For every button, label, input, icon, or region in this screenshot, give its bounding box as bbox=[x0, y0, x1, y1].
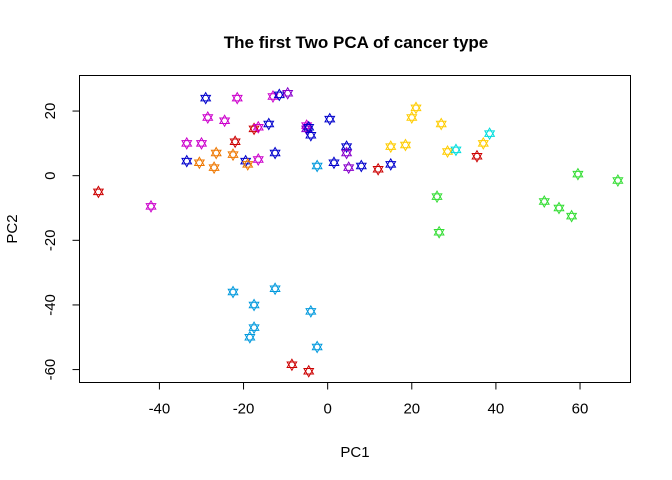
data-point bbox=[252, 153, 264, 167]
data-points bbox=[92, 86, 624, 378]
data-point bbox=[538, 195, 550, 209]
data-point bbox=[227, 285, 239, 299]
data-point bbox=[340, 140, 353, 154]
data-point bbox=[435, 117, 447, 131]
data-point bbox=[227, 148, 239, 162]
data-point bbox=[286, 358, 298, 372]
plot-frame bbox=[79, 75, 631, 383]
data-point bbox=[273, 88, 285, 102]
data-point bbox=[263, 117, 275, 131]
data-point bbox=[431, 190, 443, 204]
data-point bbox=[248, 321, 260, 335]
data-point bbox=[267, 90, 279, 104]
data-point bbox=[145, 199, 157, 213]
data-point bbox=[303, 120, 315, 134]
chart-title: The first Two PCA of cancer type bbox=[224, 33, 489, 52]
data-point bbox=[328, 156, 340, 170]
x-tick-label: 60 bbox=[572, 401, 589, 418]
data-point bbox=[343, 161, 355, 175]
data-point bbox=[269, 146, 281, 160]
data-point bbox=[244, 330, 256, 344]
x-axis: -40 -20 0 20 40 60 bbox=[149, 382, 589, 418]
y-tick-label: 0 bbox=[42, 172, 59, 180]
data-point bbox=[252, 120, 264, 134]
data-point bbox=[565, 209, 578, 223]
data-point bbox=[208, 161, 220, 175]
data-point bbox=[242, 157, 254, 171]
data-point bbox=[195, 136, 208, 150]
x-tick-label: -40 bbox=[149, 401, 171, 418]
data-point bbox=[305, 128, 317, 142]
data-point bbox=[229, 135, 241, 149]
data-point bbox=[612, 174, 624, 188]
data-point bbox=[553, 201, 565, 215]
x-tick-label: 40 bbox=[488, 401, 505, 418]
data-point bbox=[355, 159, 367, 173]
data-point bbox=[181, 136, 193, 150]
data-point bbox=[200, 91, 212, 105]
data-point bbox=[311, 340, 323, 354]
data-point bbox=[340, 146, 353, 160]
data-point bbox=[372, 162, 384, 176]
data-point bbox=[282, 86, 294, 100]
y-tick-label: 20 bbox=[42, 103, 59, 120]
data-point bbox=[311, 159, 323, 173]
data-point bbox=[202, 111, 214, 125]
data-point bbox=[399, 138, 412, 152]
data-point bbox=[483, 127, 496, 141]
data-point bbox=[385, 157, 397, 171]
data-point bbox=[210, 146, 222, 160]
data-point bbox=[305, 304, 317, 318]
y-tick-label: -20 bbox=[42, 229, 59, 251]
data-point bbox=[193, 156, 206, 170]
y-tick-label: -40 bbox=[42, 294, 59, 316]
x-axis-label: PC1 bbox=[340, 444, 369, 461]
data-point bbox=[477, 136, 489, 150]
data-point bbox=[406, 111, 418, 125]
x-tick-label: -20 bbox=[233, 401, 255, 418]
data-point bbox=[269, 282, 281, 296]
data-point bbox=[471, 149, 483, 163]
y-tick-label: -60 bbox=[42, 359, 59, 381]
data-point bbox=[218, 114, 231, 128]
x-tick-label: 0 bbox=[323, 401, 331, 418]
data-point bbox=[572, 167, 584, 181]
data-point bbox=[324, 112, 336, 126]
x-tick-label: 20 bbox=[403, 401, 420, 418]
data-point bbox=[181, 154, 193, 168]
data-point bbox=[231, 91, 243, 105]
data-point bbox=[433, 225, 445, 239]
y-axis-label: PC2 bbox=[4, 214, 21, 243]
y-axis: -60 -40 -20 0 20 bbox=[42, 103, 80, 381]
data-point bbox=[410, 101, 422, 115]
data-point bbox=[303, 364, 315, 378]
data-point bbox=[385, 140, 397, 154]
data-point bbox=[92, 185, 105, 199]
data-point bbox=[441, 144, 454, 158]
data-point bbox=[450, 143, 462, 157]
data-point bbox=[248, 298, 260, 312]
